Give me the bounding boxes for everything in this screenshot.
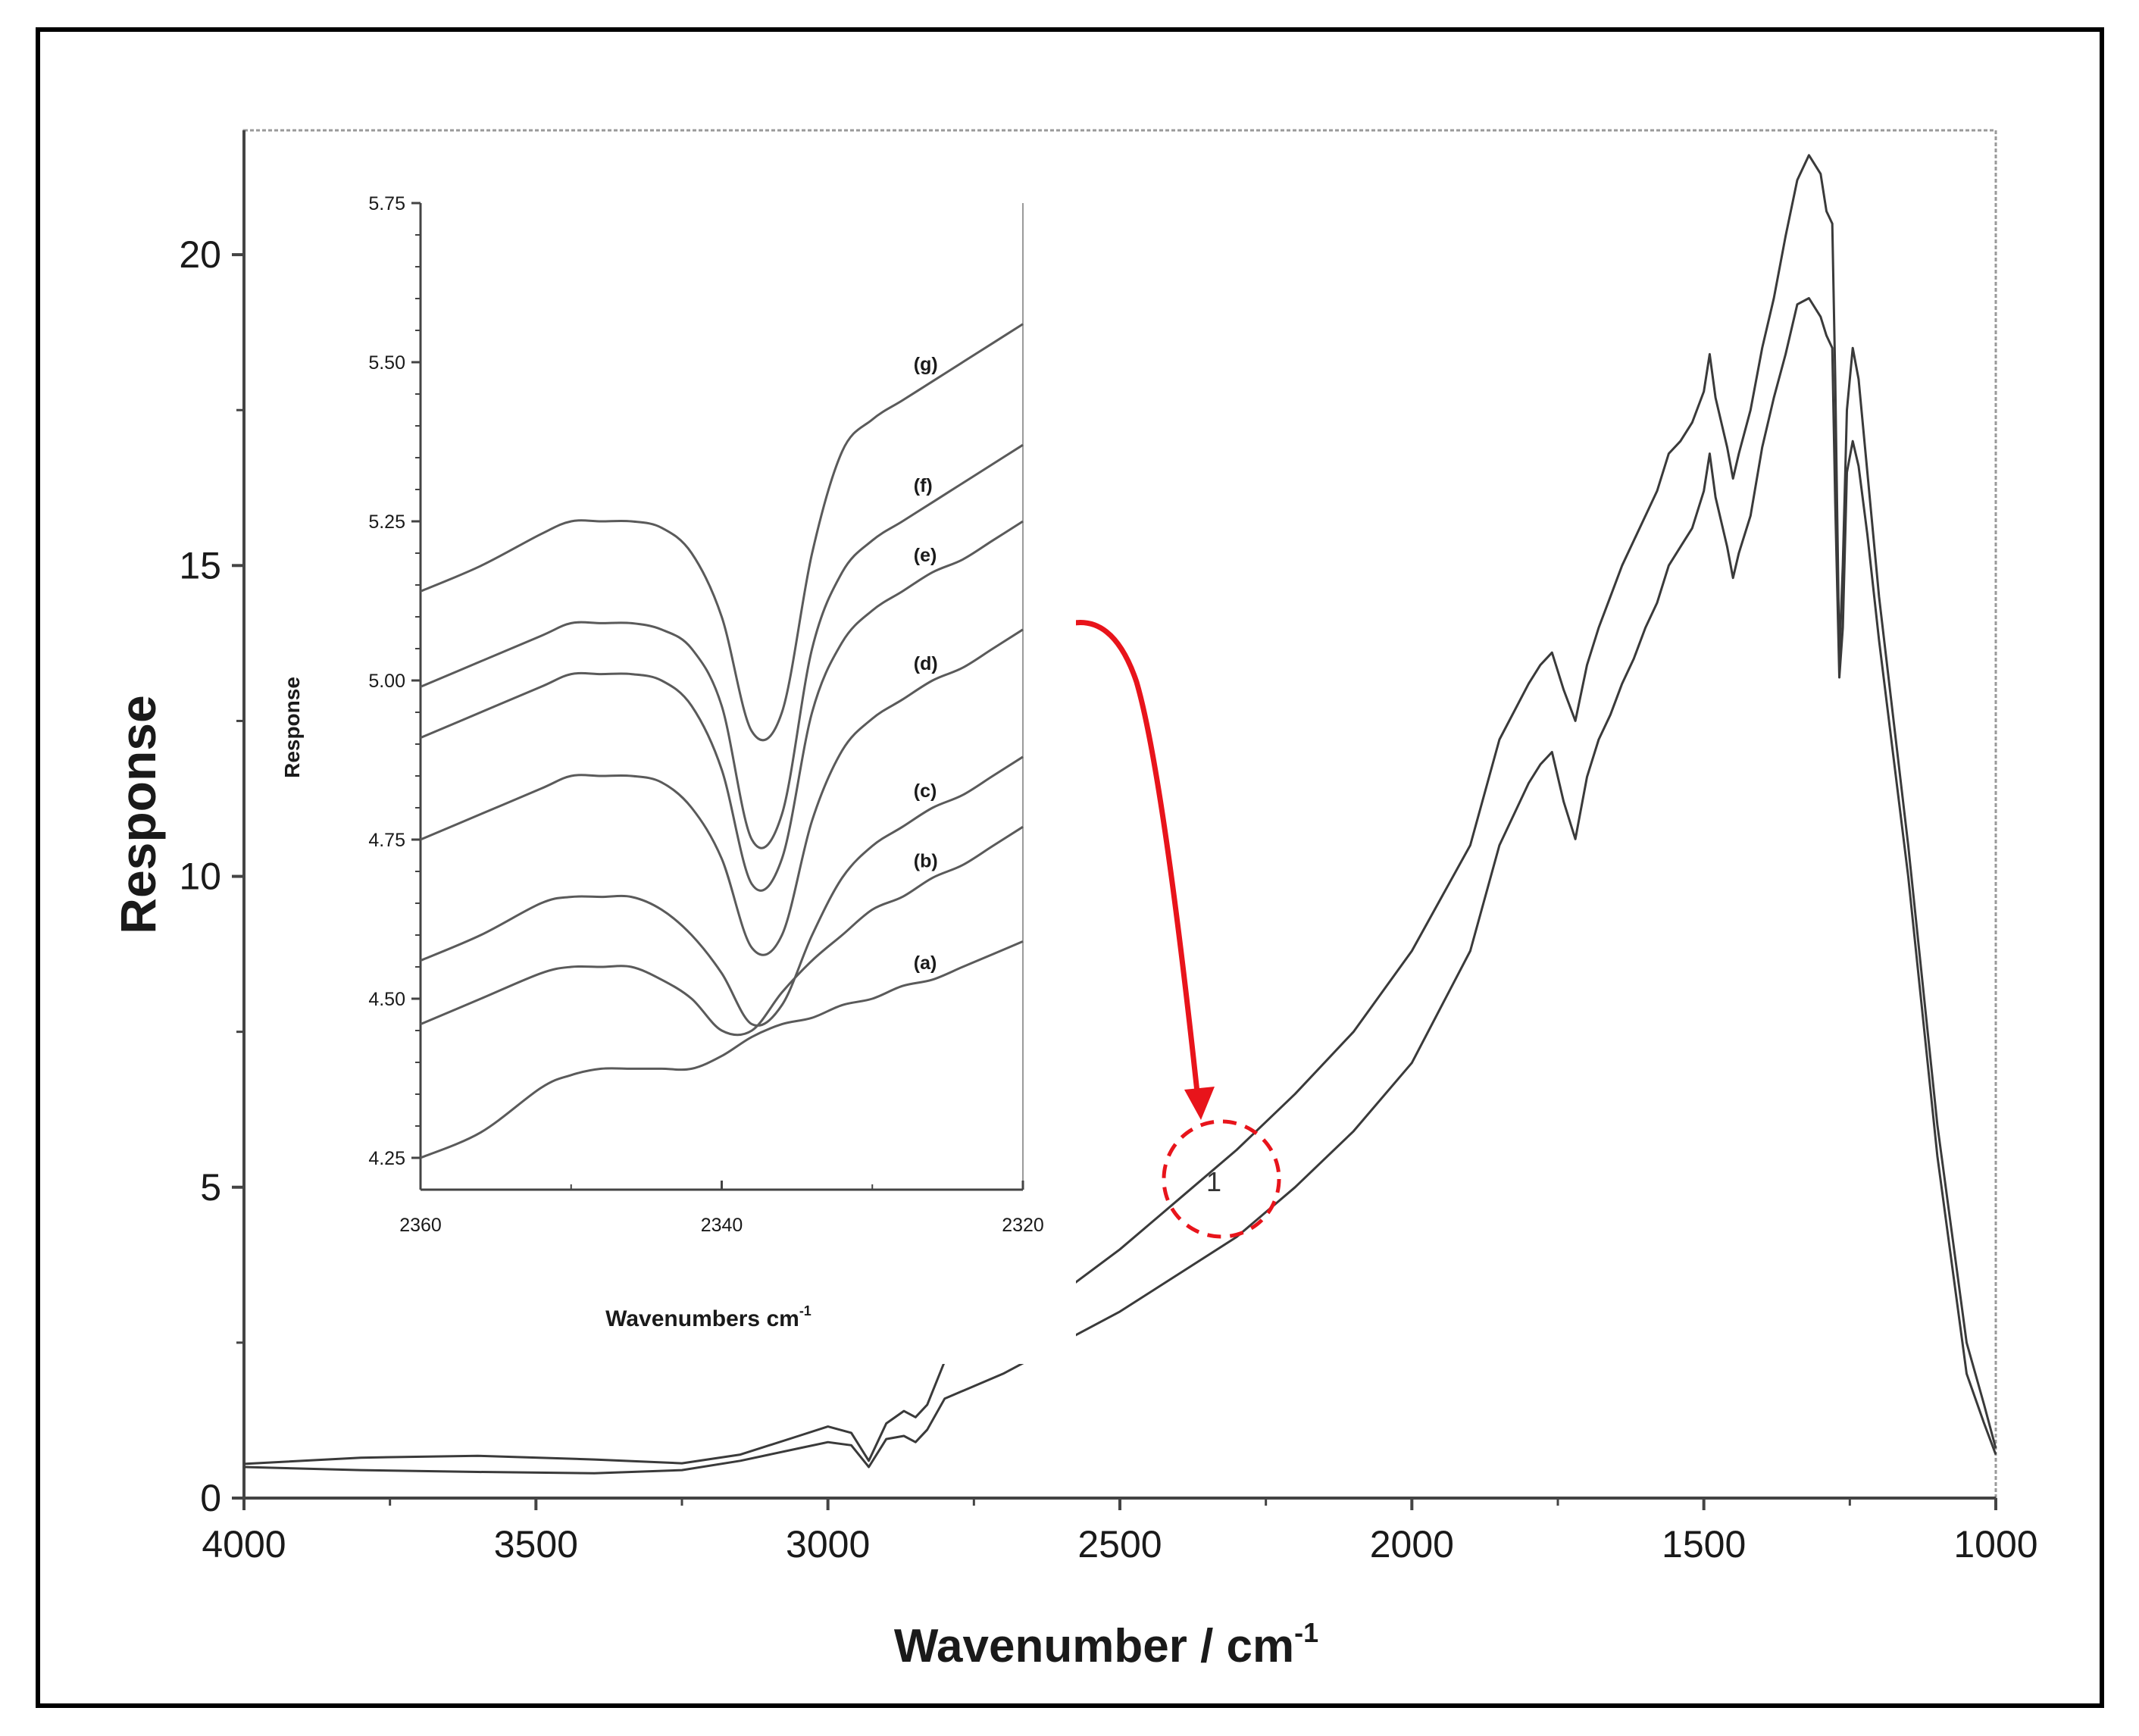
inset-x-axis: 2360 2340 2320 xyxy=(399,1181,1044,1236)
inset-x-axis-label: Wavenumbers cm-1 xyxy=(605,1303,812,1331)
inset-x-tick-label: 2340 xyxy=(701,1215,743,1236)
inset-series-f xyxy=(420,443,1024,849)
inset-series-g xyxy=(420,323,1024,742)
main-x-axis-label-superscript: -1 xyxy=(1294,1617,1318,1648)
inset-curve-label-d: (d) xyxy=(914,653,938,674)
main-x-axis: 4000 3500 3000 2500 2000 1500 1000 xyxy=(202,1497,2038,1566)
inset-y-tick-label: 4.25 xyxy=(368,1148,405,1169)
inset-series-d xyxy=(420,628,1024,956)
inset-y-axis-label: Response xyxy=(280,677,304,778)
main-y-tick-label: 0 xyxy=(200,1477,221,1519)
main-x-axis-label: Wavenumber / cm-1 xyxy=(894,1617,1318,1672)
highlight-tick: 1 xyxy=(1206,1166,1221,1197)
main-y-tick-label: 10 xyxy=(179,855,221,898)
inset-chart: 2360 2340 2320 4.25 4.50 4.75 5.00 5.25 5.50 5.7… xyxy=(280,155,1076,1364)
inset-series-group xyxy=(420,323,1024,1159)
inset-y-tick-label: 5.25 xyxy=(368,511,405,533)
double-arrow-line xyxy=(1063,620,1202,1107)
main-x-tick-label: 3500 xyxy=(494,1523,578,1566)
inset-x-tick-label: 2360 xyxy=(399,1215,442,1236)
inset-series-a xyxy=(420,940,1024,1159)
inset-curve-label-e: (e) xyxy=(914,545,937,566)
main-series-lower-spectrum xyxy=(243,297,1997,1475)
inset-series-c xyxy=(420,755,1024,1027)
inset-series-b xyxy=(420,825,1024,1037)
main-x-tick-label: 2000 xyxy=(1370,1523,1454,1566)
inset-curve-label-g: (g) xyxy=(914,354,938,375)
inset-y-tick-label: 4.75 xyxy=(368,830,405,851)
main-x-axis-label-text: Wavenumber / cm xyxy=(894,1620,1294,1672)
inset-curve-labels: (a) (b) (c) (d) (e) (f) (g) xyxy=(914,354,938,974)
inset-series-e xyxy=(420,520,1024,892)
main-y-axis: 0 5 10 15 20 xyxy=(179,130,245,1519)
main-x-tick-label: 3000 xyxy=(786,1523,870,1566)
inset-y-tick-label: 4.50 xyxy=(368,989,405,1010)
inset-y-tick-label: 5.50 xyxy=(368,352,405,374)
inset-curve-label-a: (a) xyxy=(914,952,937,974)
main-x-tick-label: 2500 xyxy=(1077,1523,1162,1566)
main-series-group xyxy=(243,154,1997,1475)
inset-y-tick-label: 5.00 xyxy=(368,671,405,692)
inset-y-tick-label: 5.75 xyxy=(368,193,405,214)
inset-curve-label-b: (b) xyxy=(914,850,938,871)
main-y-tick-label: 20 xyxy=(179,233,221,276)
main-y-tick-label: 5 xyxy=(200,1166,221,1209)
main-x-tick-label: 4000 xyxy=(202,1523,286,1566)
inset-curve-label-f: (f) xyxy=(914,475,933,496)
inset-y-axis: 4.25 4.50 4.75 5.00 5.25 5.50 5.75 xyxy=(368,193,421,1169)
inset-curve-label-c: (c) xyxy=(914,780,937,802)
main-x-tick-label: 1500 xyxy=(1662,1523,1746,1566)
inset-x-tick-label: 2320 xyxy=(1002,1215,1044,1236)
inset-x-axis-label-text: Wavenumbers cm xyxy=(605,1306,799,1331)
arrowhead-circle xyxy=(1184,1087,1215,1120)
main-x-tick-label: 1000 xyxy=(1953,1523,2037,1566)
main-chart: 4000 3500 3000 2500 2000 1500 1000 0 5 10 15 20 Re… xyxy=(110,129,2038,1672)
inset-background xyxy=(314,155,1076,1364)
main-y-axis-label: Response xyxy=(110,695,166,934)
inset-x-axis-label-superscript: -1 xyxy=(799,1303,812,1318)
main-y-tick-label: 15 xyxy=(179,544,221,586)
highlight-circle xyxy=(1162,1119,1281,1239)
